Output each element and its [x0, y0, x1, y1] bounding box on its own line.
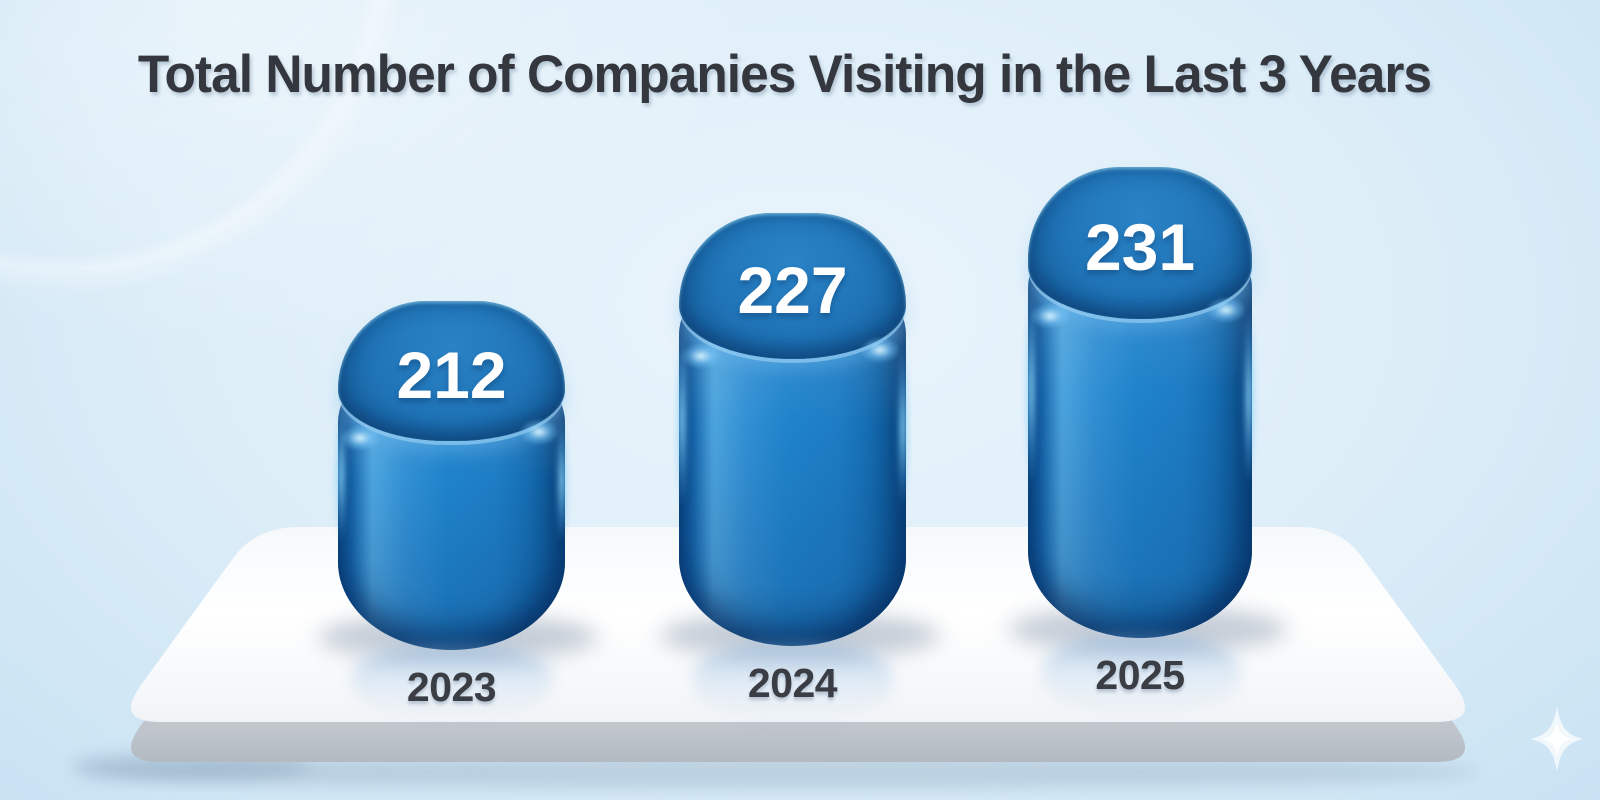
lens-flare-icon — [1030, 303, 1070, 329]
bar-2023: 212 2023 — [335, 301, 568, 710]
bar-reflection-2023 — [352, 646, 552, 720]
edge-glow-right — [556, 420, 568, 541]
chart-title: Total Number of Companies Visiting in th… — [137, 45, 1432, 104]
axis-label-2023: 2023 — [406, 664, 497, 710]
edge-glow-left — [1025, 294, 1037, 483]
bar-reflection-2025 — [1042, 636, 1240, 718]
bar-value-label: 212 — [396, 338, 507, 412]
edge-glow-right — [1243, 310, 1255, 483]
bar-2025: 231 2025 — [1025, 167, 1255, 698]
lens-flare-icon — [860, 337, 900, 363]
bar-value-label: 231 — [1084, 210, 1196, 284]
bar-cap: 231 — [1028, 167, 1252, 329]
bar-2024: 227 2024 — [676, 213, 909, 706]
sparkle-icon — [1531, 706, 1583, 772]
edge-glow-right — [897, 349, 909, 505]
edge-glow-left — [676, 334, 688, 506]
bar-reflection-2024 — [693, 644, 893, 722]
axis-label-2024: 2024 — [747, 660, 838, 706]
axis-label-2025: 2025 — [1095, 652, 1185, 698]
bar-cap: 227 — [679, 213, 906, 369]
bar-cap: 212 — [338, 301, 565, 451]
bar-value-label: 227 — [737, 253, 848, 327]
platform-ground-shadow — [80, 755, 1480, 789]
lens-flare-icon — [681, 343, 721, 369]
lens-flare-icon — [1206, 297, 1246, 323]
lens-flare-icon — [519, 419, 559, 445]
lens-flare-icon — [340, 425, 380, 451]
